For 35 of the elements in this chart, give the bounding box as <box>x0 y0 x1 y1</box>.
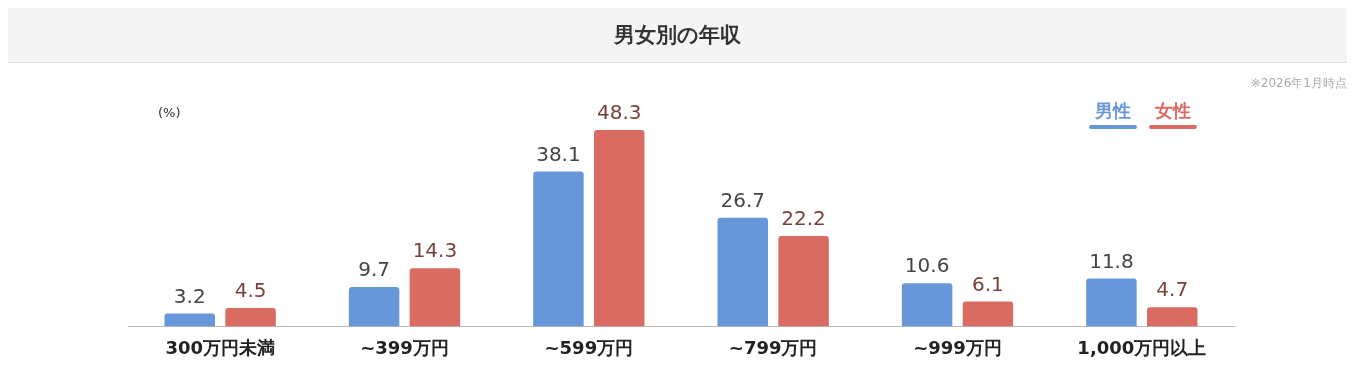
chart-title: 男女別の年収 <box>8 8 1347 63</box>
bar <box>717 217 768 327</box>
bar <box>778 236 829 327</box>
data-label: 9.7 <box>358 257 390 282</box>
data-label: 11.8 <box>1089 248 1134 273</box>
data-label: 48.3 <box>596 100 642 125</box>
data-label: 26.7 <box>720 187 766 212</box>
x-tick-label: ~799万円 <box>728 336 818 358</box>
bar <box>901 283 953 327</box>
bar <box>1086 278 1137 327</box>
data-label: 3.2 <box>173 283 206 308</box>
x-tick-label: ~999万円 <box>913 336 1002 358</box>
bar <box>1147 307 1198 327</box>
data-label: 38.1 <box>536 141 581 166</box>
bar <box>409 268 461 327</box>
data-label: 4.5 <box>234 278 267 303</box>
x-tick-label: ~599万円 <box>544 336 634 358</box>
bar <box>594 129 645 327</box>
data-label: 4.7 <box>1156 277 1189 302</box>
bar <box>225 308 276 327</box>
text: 女性 <box>1155 99 1191 123</box>
data-label: 14.3 <box>412 238 458 263</box>
y-axis-title: (%) <box>158 105 181 120</box>
bar <box>962 301 1014 327</box>
data-label: 10.6 <box>904 253 950 278</box>
data-label: 22.2 <box>781 206 826 231</box>
bar <box>164 313 215 327</box>
x-tick-label: 300万円未満 <box>165 336 275 358</box>
bar <box>348 286 400 327</box>
text: ※2026年1月時点 <box>1250 75 1347 92</box>
x-tick-label: 1,000万円以上 <box>1077 336 1207 358</box>
text: 男性 <box>1095 99 1131 123</box>
x-tick-label: ~399万円 <box>360 336 449 358</box>
data-label: 6.1 <box>972 271 1004 296</box>
bar <box>533 171 584 327</box>
